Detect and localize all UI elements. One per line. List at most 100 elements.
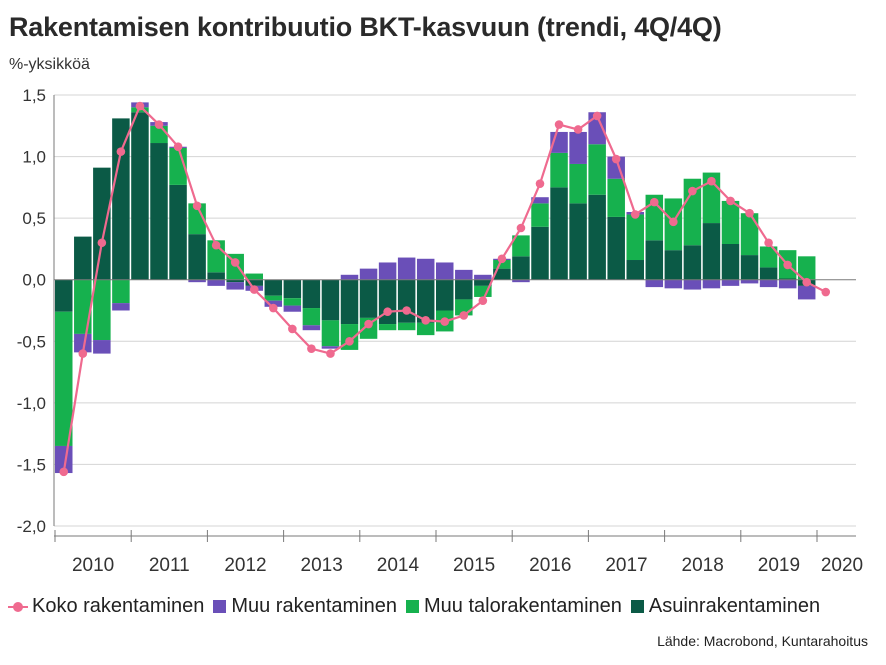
bar-muu-rakentaminen bbox=[359, 268, 378, 280]
bar-muu-rakentaminen bbox=[645, 279, 664, 288]
koko-point bbox=[478, 296, 488, 305]
x-tick-label: 2012 bbox=[224, 555, 266, 576]
koko-point bbox=[135, 101, 145, 111]
bar-asuinrakentaminen bbox=[55, 279, 73, 312]
koko-point bbox=[116, 147, 126, 156]
bar-muu-talorakentaminen bbox=[264, 295, 283, 301]
bar-muu-talorakentaminen bbox=[55, 311, 73, 446]
bar-asuinrakentaminen bbox=[626, 260, 644, 280]
y-tick-label: -1,5 bbox=[17, 455, 46, 474]
koko-point bbox=[764, 238, 773, 248]
bar-muu-talorakentaminen bbox=[550, 152, 568, 188]
bar-muu-talorakentaminen bbox=[607, 178, 625, 217]
legend-label-asuin: Asuinrakentaminen bbox=[648, 595, 821, 617]
y-tick-labels: 1,5 1,0 0,5 0,0 -0,5 -1,0 -1,5 -2,0 bbox=[17, 86, 46, 536]
bar-asuinrakentaminen bbox=[683, 245, 702, 280]
bar-asuinrakentaminen bbox=[416, 279, 435, 323]
koko-point bbox=[421, 316, 431, 325]
bar-muu-rakentaminen bbox=[721, 279, 740, 286]
koko-point bbox=[726, 196, 735, 206]
x-tick-label: 2020 bbox=[821, 555, 863, 576]
bar-asuinrakentaminen bbox=[131, 112, 149, 280]
bar-muu-rakentaminen bbox=[397, 257, 416, 280]
koko-point bbox=[707, 176, 716, 186]
x-tick-label: 2015 bbox=[453, 555, 495, 576]
bar-muu-rakentaminen bbox=[664, 279, 683, 289]
bar-asuinrakentaminen bbox=[340, 279, 359, 325]
legend-line-symbol bbox=[8, 600, 28, 614]
x-tick-labels: 2010 2011 2012 2013 2014 2015 2016 2017 2018 2019… bbox=[72, 555, 863, 576]
bar-muu-talorakentaminen bbox=[93, 279, 111, 341]
bar-muu-rakentaminen bbox=[455, 269, 473, 280]
bar-muu-talorakentaminen bbox=[626, 214, 644, 261]
bar-muu-talorakentaminen bbox=[759, 246, 778, 268]
koko-point bbox=[211, 240, 221, 250]
x-tick-label: 2014 bbox=[377, 555, 420, 576]
bar-muu-rakentaminen bbox=[378, 262, 397, 280]
bar-asuinrakentaminen bbox=[702, 223, 721, 280]
bar-asuinrakentaminen bbox=[112, 118, 130, 280]
bar-muu-rakentaminen bbox=[759, 279, 778, 288]
bar-asuinrakentaminen bbox=[778, 278, 797, 280]
bar-muu-rakentaminen bbox=[436, 262, 454, 280]
bar-muu-rakentaminen bbox=[93, 340, 111, 354]
bar-muu-rakentaminen bbox=[340, 274, 359, 280]
koko-rakentaminen-line bbox=[59, 101, 831, 477]
bar-asuinrakentaminen bbox=[169, 184, 187, 280]
legend: Koko rakentaminen Muu rakentaminen Muu t… bbox=[8, 595, 829, 618]
legend-item-talo: Muu talorakentaminen bbox=[405, 595, 622, 618]
y-tick-label: 0,0 bbox=[22, 271, 46, 290]
bar-asuinrakentaminen bbox=[721, 244, 740, 280]
koko-point bbox=[554, 120, 564, 129]
bar-muu-talorakentaminen bbox=[588, 144, 606, 195]
axes bbox=[53, 95, 856, 542]
source-note: Lähde: Macrobond, Kuntarahoitus bbox=[657, 633, 868, 649]
y-tick-label: 1,0 bbox=[22, 148, 46, 167]
x-tick-label: 2016 bbox=[529, 555, 571, 576]
bar-muu-talorakentaminen bbox=[683, 178, 702, 246]
chart-plot: 1,51,00,50,0-0,5-1,0-1,5-2,0 2010 2011 201… bbox=[17, 86, 863, 576]
bar-asuinrakentaminen bbox=[436, 279, 454, 311]
bar-muu-talorakentaminen bbox=[226, 253, 244, 280]
legend-box-asuin bbox=[630, 600, 644, 613]
bar-muu-talorakentaminen bbox=[531, 203, 549, 227]
bar-asuinrakentaminen bbox=[150, 143, 168, 280]
koko-point bbox=[459, 311, 469, 320]
bar-muu-rakentaminen bbox=[226, 282, 244, 290]
koko-point bbox=[173, 142, 183, 152]
koko-point bbox=[192, 201, 202, 211]
bar-muu-rakentaminen bbox=[416, 258, 435, 280]
bar-muu-rakentaminen bbox=[283, 305, 302, 312]
legend-item-asuin: Asuinrakentaminen bbox=[630, 595, 821, 618]
bar-muu-rakentaminen bbox=[569, 131, 587, 164]
bar-asuinrakentaminen bbox=[245, 279, 263, 286]
koko-point bbox=[383, 307, 392, 317]
koko-point bbox=[783, 260, 792, 270]
x-tick-label: 2019 bbox=[758, 555, 800, 576]
bar-asuinrakentaminen bbox=[397, 279, 416, 323]
bar-asuinrakentaminen bbox=[607, 216, 625, 280]
bar-muu-talorakentaminen bbox=[416, 322, 435, 336]
x-tick-label: 2013 bbox=[301, 555, 343, 576]
legend-box-talo bbox=[405, 600, 419, 613]
koko-point bbox=[516, 223, 526, 233]
koko-point bbox=[440, 317, 450, 326]
bar-asuinrakentaminen bbox=[569, 203, 587, 280]
bar-asuinrakentaminen bbox=[664, 250, 683, 280]
bar-asuinrakentaminen bbox=[588, 194, 606, 280]
koko-point bbox=[402, 306, 411, 315]
bar-muu-talorakentaminen bbox=[721, 200, 740, 245]
bar-asuinrakentaminen bbox=[264, 279, 283, 296]
bar-muu-talorakentaminen bbox=[74, 279, 92, 334]
bar-asuinrakentaminen bbox=[226, 279, 244, 283]
koko-point bbox=[592, 111, 602, 121]
bar-muu-talorakentaminen bbox=[378, 324, 397, 331]
bar-muu-talorakentaminen bbox=[397, 322, 416, 331]
bar-asuinrakentaminen bbox=[93, 167, 111, 280]
bar-muu-talorakentaminen bbox=[321, 320, 340, 347]
bar-asuinrakentaminen bbox=[645, 240, 664, 280]
legend-item-muu: Muu rakentaminen bbox=[213, 595, 397, 618]
bar-muu-rakentaminen bbox=[302, 325, 321, 331]
chart-title: Rakentamisen kontribuutio BKT-kasvuun (t… bbox=[9, 12, 722, 42]
koko-point bbox=[78, 349, 88, 358]
